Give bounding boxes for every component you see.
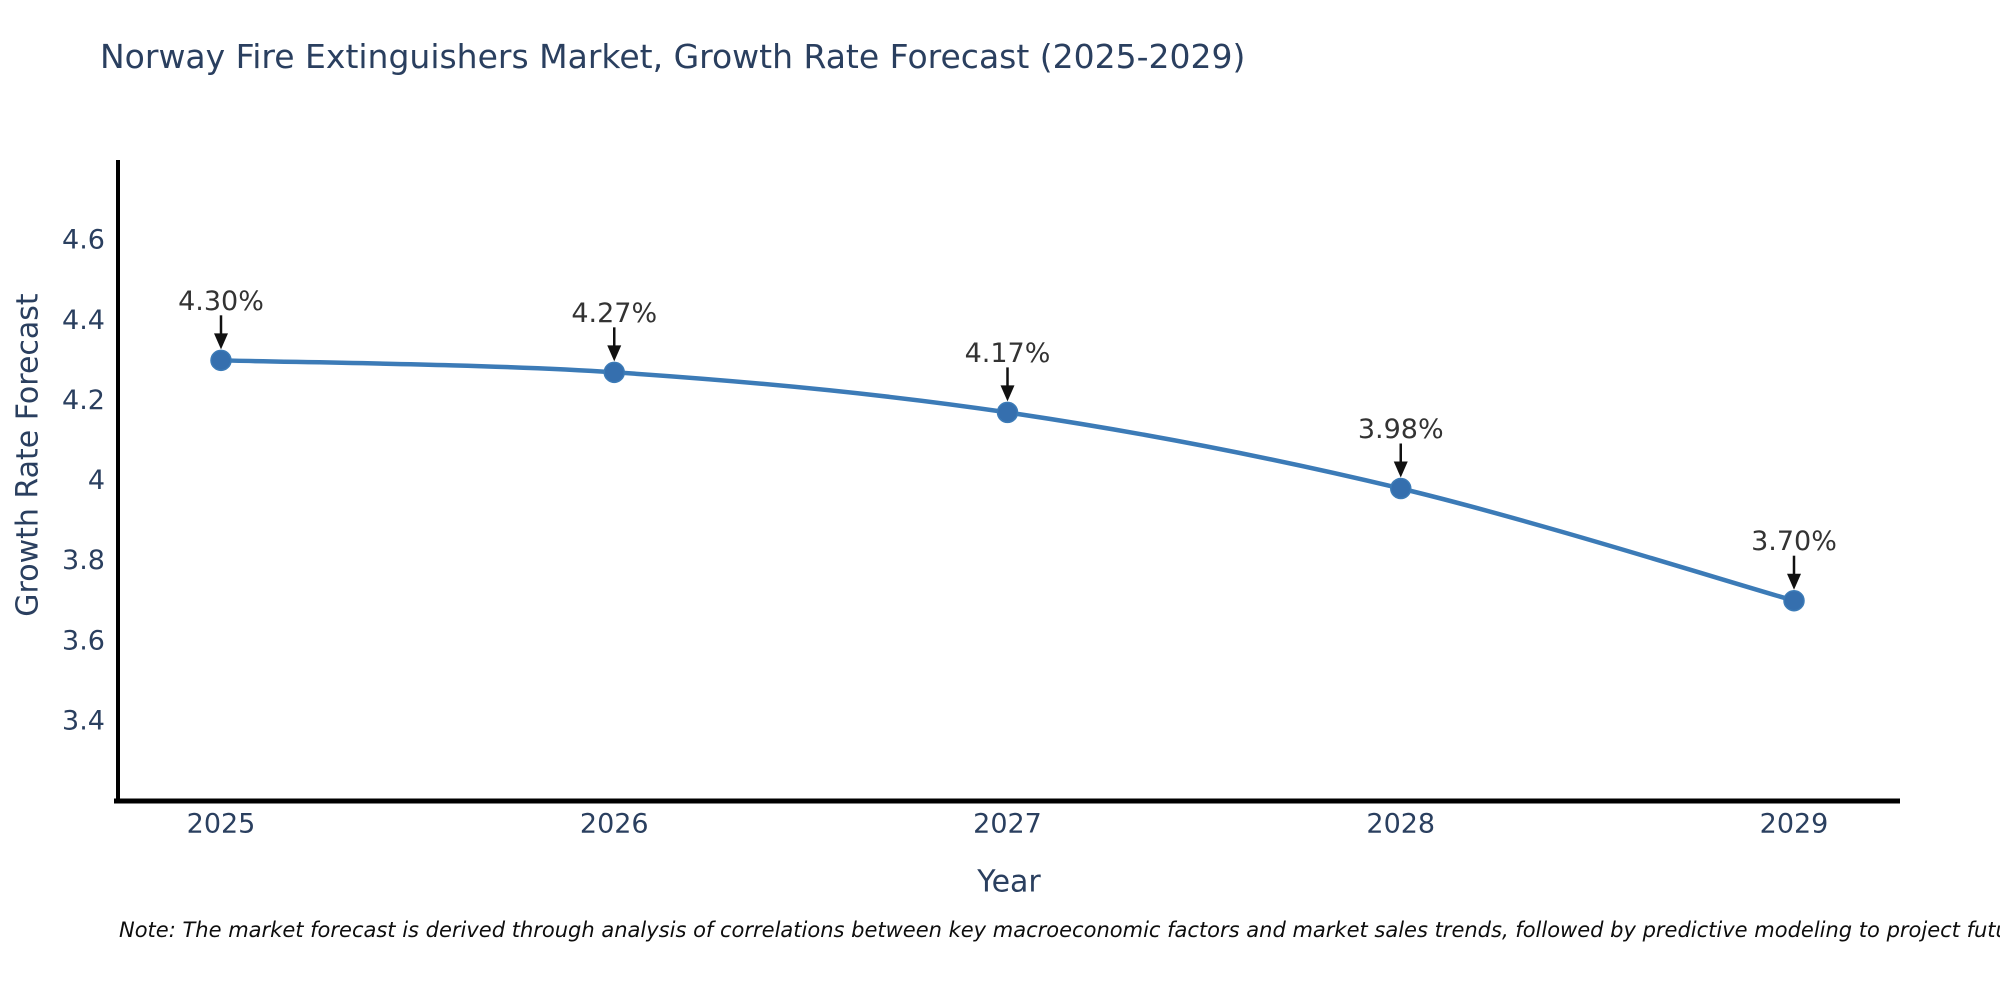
y-tick-label: 3.6 xyxy=(62,625,105,656)
point-label: 3.70% xyxy=(1751,526,1837,557)
annotation-arrow-head xyxy=(1787,573,1801,590)
point-label: 4.30% xyxy=(178,286,264,317)
y-tick-label: 4 xyxy=(88,465,105,496)
y-tick-label: 4.6 xyxy=(62,225,105,256)
chart-title: Norway Fire Extinguishers Market, Growth… xyxy=(100,37,1246,76)
x-axis-title: Year xyxy=(976,865,1041,900)
annotation-arrow-head xyxy=(607,345,622,362)
point-label: 4.27% xyxy=(571,298,657,329)
point-label: 3.98% xyxy=(1358,414,1444,445)
y-tick-label: 3.4 xyxy=(62,705,105,736)
x-tick-label: 2025 xyxy=(187,809,256,840)
annotation-arrow-head xyxy=(1000,385,1015,402)
data-point-2029[interactable] xyxy=(1783,589,1805,612)
data-point-2027[interactable] xyxy=(996,401,1019,424)
point-label: 4.17% xyxy=(965,338,1051,369)
data-point-2028[interactable] xyxy=(1390,477,1412,500)
annotation-arrow-head xyxy=(214,333,228,350)
data-point-2025[interactable] xyxy=(210,349,232,372)
x-tick-label: 2026 xyxy=(580,809,649,840)
data-point-2026[interactable] xyxy=(603,361,625,384)
x-tick-label: 2027 xyxy=(973,809,1042,840)
note-text: Note: The market forecast is derived thr… xyxy=(119,918,2000,942)
y-tick-label: 4.4 xyxy=(62,305,105,336)
x-tick-label: 2028 xyxy=(1366,809,1435,840)
y-tick-label: 4.2 xyxy=(62,385,105,416)
y-tick-label: 3.8 xyxy=(62,545,105,576)
x-tick-label: 2029 xyxy=(1760,809,1829,840)
annotation-arrow-head xyxy=(1393,461,1408,478)
y-axis-title: Growth Rate Forecast xyxy=(11,293,46,617)
